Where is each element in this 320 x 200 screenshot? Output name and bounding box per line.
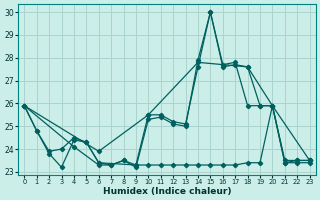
X-axis label: Humidex (Indice chaleur): Humidex (Indice chaleur): [103, 187, 231, 196]
